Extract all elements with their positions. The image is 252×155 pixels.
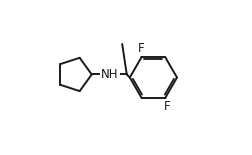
Text: F: F xyxy=(163,100,170,113)
Text: NH: NH xyxy=(101,68,119,81)
Text: F: F xyxy=(138,42,144,55)
